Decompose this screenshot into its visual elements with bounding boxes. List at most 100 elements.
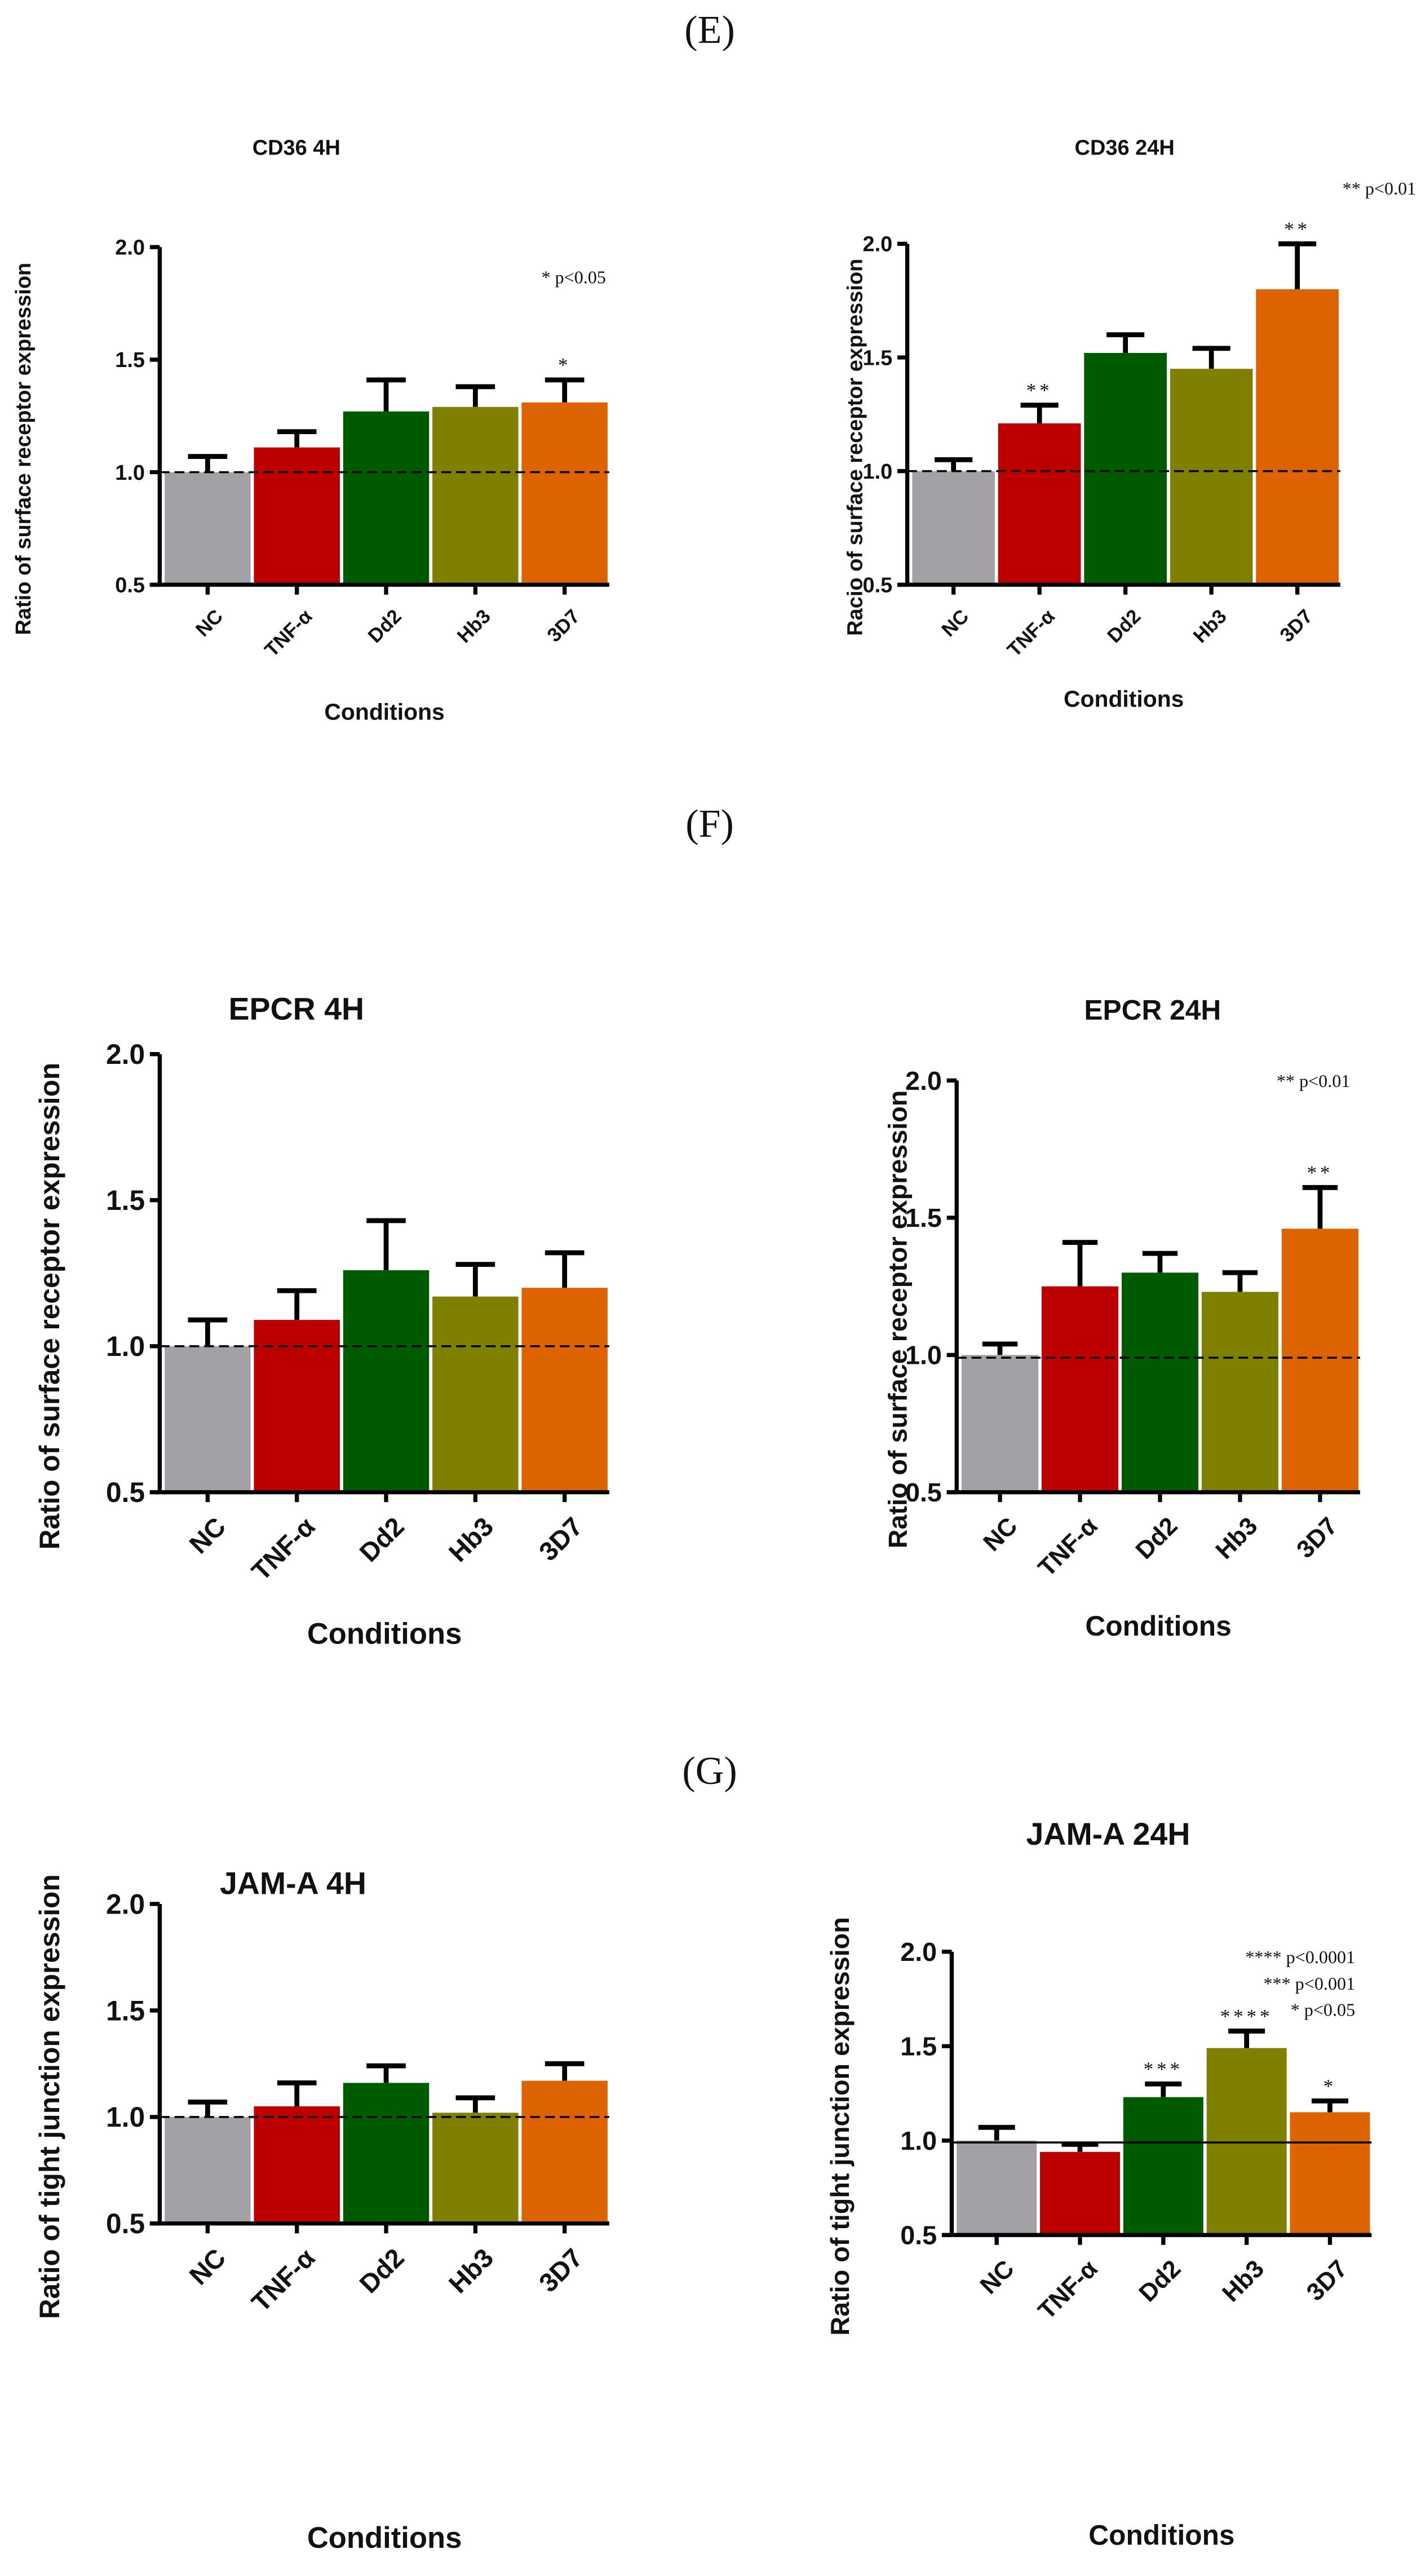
x-tick-label: Dd2 <box>1134 2255 1186 2307</box>
bar-NC <box>957 2140 1037 2235</box>
x-tick-label: 3D7 <box>543 605 584 646</box>
y-tick-label: 1.0 <box>106 1331 145 1362</box>
bar-TNF-α <box>254 1320 340 1492</box>
bar-Dd2 <box>1123 2097 1203 2235</box>
y-tick-label: 0.5 <box>106 2208 145 2239</box>
x-axis-label: Conditions <box>1085 1610 1231 1642</box>
significance-mark: ** <box>1284 218 1311 240</box>
y-tick-label: 2.0 <box>115 236 145 260</box>
bar-Dd2 <box>343 411 430 585</box>
x-tick-label: Hb3 <box>443 1512 499 1567</box>
x-axis-label: Conditions <box>307 2521 462 2555</box>
x-tick-label: 3D7 <box>533 2243 588 2297</box>
chart-title: CD36 4H <box>253 136 340 160</box>
y-axis-label: Ratio of tight junction expression <box>825 1917 855 2335</box>
y-tick-label: 1.5 <box>905 1203 942 1232</box>
x-tick-label: 3D7 <box>1301 2255 1352 2306</box>
x-tick-label: Hb3 <box>1189 605 1230 647</box>
x-tick-label: Hb3 <box>1210 1512 1263 1565</box>
bar-TNF-α <box>1040 2151 1121 2235</box>
bar-3D7 <box>521 1288 608 1492</box>
significance-legend: *** p<0.001 <box>1263 1973 1355 1994</box>
bar-NC <box>165 472 251 585</box>
y-tick-label: 0.5 <box>862 573 892 597</box>
y-tick-label: 0.5 <box>905 1478 942 1507</box>
bar-3D7 <box>1256 289 1339 585</box>
bar-Hb3 <box>432 406 519 585</box>
y-axis-label: Ratio of surface receptor expression <box>883 1090 912 1549</box>
x-axis-label: Conditions <box>1064 686 1184 712</box>
bar-NC <box>912 471 995 585</box>
bar-Dd2 <box>343 1270 430 1492</box>
x-tick-label: NC <box>192 605 227 640</box>
x-axis-label: Conditions <box>324 699 444 725</box>
significance-legend: ** p<0.01 <box>1343 178 1416 198</box>
y-axis-label: Racio of surface receptor expression <box>843 259 867 636</box>
significance-mark: ** <box>1026 379 1053 401</box>
significance-legend: **** p<0.0001 <box>1245 1947 1355 1967</box>
chart-title: EPCR 4H <box>229 991 365 1026</box>
y-tick-label: 2.0 <box>900 1937 937 1967</box>
panel-label-f: (F) <box>685 802 734 846</box>
y-tick-label: 2.0 <box>862 233 892 257</box>
significance-legend: * p<0.05 <box>1291 2000 1356 2020</box>
significance-mark: *** <box>1144 2058 1183 2080</box>
bar-3D7 <box>1281 1229 1358 1492</box>
x-tick-label: Dd2 <box>1130 1512 1183 1565</box>
x-tick-label: Hb3 <box>453 605 495 647</box>
panel-label-e: (E) <box>684 8 735 52</box>
bar-3D7 <box>521 402 608 585</box>
y-tick-label: 1.0 <box>115 461 145 485</box>
x-tick-label: Dd2 <box>1103 605 1145 647</box>
chart-title: JAM-A 4H <box>220 1866 366 1901</box>
chart-title: JAM-A 24H <box>1026 1817 1190 1852</box>
bar-Hb3 <box>432 1296 519 1492</box>
y-tick-label: 1.0 <box>900 2126 937 2155</box>
x-tick-label: NC <box>184 1512 231 1559</box>
bar-Hb3 <box>432 2113 519 2224</box>
bar-Hb3 <box>1170 369 1253 585</box>
x-tick-label: Hb3 <box>1217 2255 1269 2307</box>
y-tick-label: 0.5 <box>115 573 145 597</box>
x-tick-label: Dd2 <box>354 2243 410 2299</box>
x-tick-label: TNF-α <box>1003 605 1060 661</box>
bar-3D7 <box>521 2080 608 2224</box>
bar-NC <box>165 1346 251 1492</box>
x-tick-label: TNF-α <box>246 1512 320 1586</box>
x-tick-label: 3D7 <box>533 1512 588 1566</box>
bar-TNF-α <box>254 447 340 585</box>
x-tick-label: 3D7 <box>1291 1512 1343 1563</box>
x-tick-label: NC <box>937 605 973 640</box>
bar-Dd2 <box>1121 1272 1199 1492</box>
significance-mark: **** <box>1220 2005 1273 2027</box>
y-tick-label: 1.0 <box>862 460 892 484</box>
panel-label-g: (G) <box>682 1749 737 1793</box>
bar-NC <box>961 1355 1039 1492</box>
y-tick-label: 1.0 <box>106 2101 145 2133</box>
y-tick-label: 1.5 <box>106 1995 145 2026</box>
x-tick-label: NC <box>978 1512 1022 1557</box>
y-tick-label: 1.5 <box>862 346 892 370</box>
bar-NC <box>165 2117 251 2224</box>
bar-Hb3 <box>1201 1292 1279 1492</box>
bar-TNF-α <box>254 2106 340 2224</box>
x-tick-label: Hb3 <box>443 2243 499 2299</box>
x-tick-label: TNF-α <box>246 2243 320 2317</box>
y-tick-label: 1.0 <box>905 1341 942 1370</box>
y-tick-label: 0.5 <box>106 1477 145 1508</box>
y-tick-label: 2.0 <box>106 1039 145 1070</box>
x-tick-label: TNF-α <box>260 605 317 661</box>
chart-title: EPCR 24H <box>1084 994 1221 1026</box>
y-tick-label: 2.0 <box>106 1888 145 1920</box>
significance-mark: * <box>558 354 571 376</box>
chart-title: CD36 24H <box>1075 136 1175 160</box>
y-tick-label: 2.0 <box>905 1066 942 1095</box>
x-axis-label: Conditions <box>307 1617 462 1650</box>
x-axis-label: Conditions <box>1088 2519 1234 2551</box>
bar-3D7 <box>1290 2112 1370 2235</box>
bar-Dd2 <box>1084 352 1167 585</box>
y-axis-label: Ratio of surface receptor expression <box>34 1063 65 1550</box>
bar-TNF-α <box>1041 1286 1119 1492</box>
x-tick-label: TNF-α <box>1033 2255 1103 2325</box>
